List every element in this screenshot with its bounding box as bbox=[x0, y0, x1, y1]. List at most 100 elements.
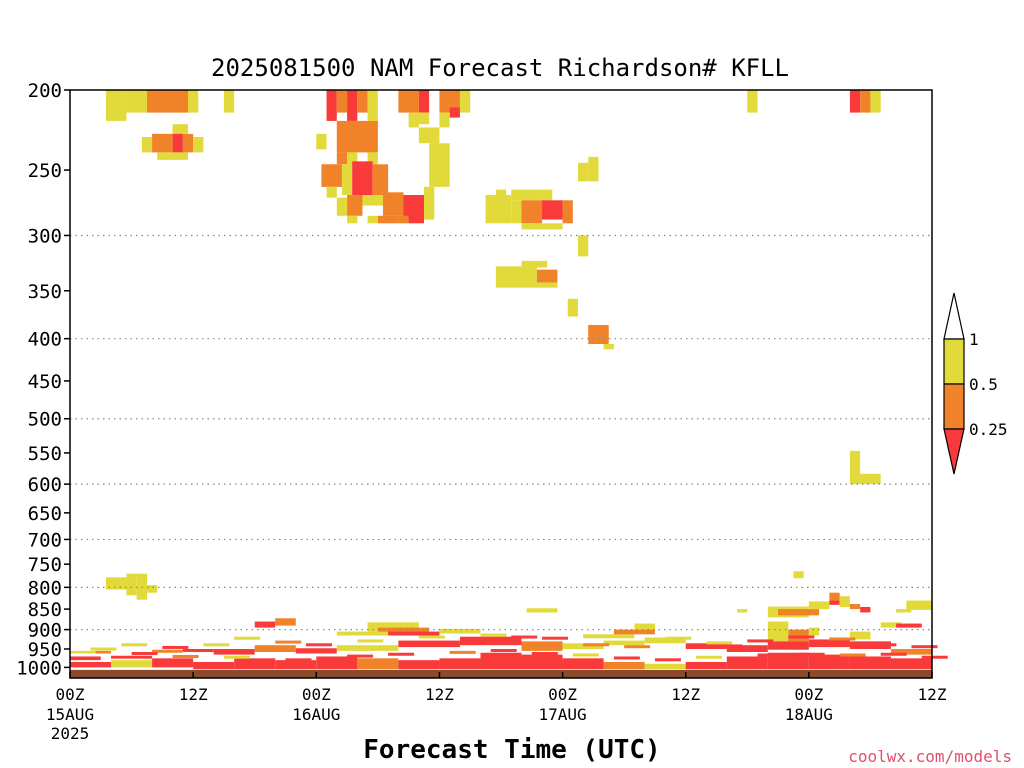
ri-cell-39 bbox=[418, 90, 430, 113]
ri-cell-143 bbox=[603, 661, 645, 670]
ri-cell-46 bbox=[459, 90, 471, 113]
ri-cell-122 bbox=[603, 640, 645, 646]
ri-cell-51 bbox=[511, 189, 522, 201]
ri-streak-38 bbox=[880, 652, 907, 656]
gridlines bbox=[70, 234, 932, 631]
ri-cell-42 bbox=[418, 127, 440, 144]
ri-cell-45 bbox=[449, 107, 460, 118]
ri-cell-27 bbox=[347, 194, 363, 216]
ri-cell-61 bbox=[577, 235, 589, 257]
ri-cell-147 bbox=[767, 652, 809, 670]
ri-cell-87 bbox=[839, 596, 850, 607]
ri-streak-9 bbox=[480, 633, 507, 637]
ri-cell-133 bbox=[193, 661, 235, 670]
ri-cell-78 bbox=[146, 585, 158, 593]
ri-cell-15 bbox=[357, 90, 368, 113]
ri-cell-69 bbox=[747, 90, 758, 113]
ri-cell-62 bbox=[495, 266, 537, 288]
ri-cell-60 bbox=[588, 156, 599, 182]
ri-cell-93 bbox=[275, 618, 296, 626]
ri-cell-21 bbox=[367, 152, 378, 165]
ri-streak-24 bbox=[223, 655, 250, 659]
ri-cell-14 bbox=[347, 90, 358, 121]
ri-cell-94 bbox=[367, 622, 419, 632]
y-tick-label-700: 700 bbox=[28, 529, 62, 551]
ri-cell-0 bbox=[105, 90, 127, 121]
ri-cell-102 bbox=[767, 621, 789, 642]
ri-cell-100 bbox=[613, 629, 655, 635]
x-axis-label: Forecast Time (UTC) bbox=[363, 735, 660, 765]
ri-cell-138 bbox=[398, 660, 440, 670]
ri-streak-36 bbox=[798, 652, 825, 656]
ri-cell-64 bbox=[536, 269, 558, 283]
ri-cell-28 bbox=[336, 197, 348, 216]
ri-cell-26 bbox=[326, 186, 337, 198]
ri-cell-18 bbox=[316, 133, 327, 150]
ri-cell-67 bbox=[588, 324, 609, 345]
ri-streak-26 bbox=[347, 654, 374, 658]
ri-streak-33 bbox=[654, 658, 681, 662]
ri-streak-29 bbox=[490, 648, 517, 652]
x-tick-label-0: 00Z bbox=[56, 685, 85, 704]
ri-streak-13 bbox=[624, 645, 651, 649]
ri-cell-115 bbox=[254, 645, 296, 653]
ground-surface bbox=[70, 669, 932, 678]
ri-streak-25 bbox=[285, 658, 312, 662]
ri-cell-2 bbox=[146, 90, 189, 113]
ri-cell-66 bbox=[567, 298, 578, 317]
ri-cell-127 bbox=[808, 639, 850, 648]
x-tick-label-3: 12Z bbox=[425, 685, 454, 704]
y-tick-label-500: 500 bbox=[28, 409, 62, 431]
ri-cell-141 bbox=[521, 654, 563, 670]
plot-frame bbox=[69, 89, 933, 679]
ri-cell-65 bbox=[536, 282, 558, 288]
ri-cell-29 bbox=[362, 194, 383, 206]
ri-cell-37 bbox=[408, 215, 425, 224]
y-tick-label-1000: 1000 bbox=[16, 657, 62, 679]
ri-cell-79 bbox=[793, 571, 804, 579]
ri-streak-7 bbox=[357, 639, 384, 643]
ri-cell-125 bbox=[726, 645, 768, 653]
legend-level-0: 1 bbox=[969, 330, 979, 349]
ri-cell-132 bbox=[152, 658, 194, 668]
ri-cell-139 bbox=[439, 658, 481, 670]
ri-cell-70 bbox=[849, 90, 861, 113]
ri-cell-124 bbox=[685, 643, 727, 649]
ri-cell-134 bbox=[234, 658, 276, 670]
ri-streak-0 bbox=[90, 647, 117, 651]
ri-cell-44 bbox=[439, 90, 460, 113]
y-axis: 200 250 300 350 400 450 500 550 600 650 700 7508008… bbox=[16, 80, 70, 679]
x-tick-label-2: 00Z bbox=[302, 685, 331, 704]
ri-cell-81 bbox=[737, 609, 748, 613]
ri-streak-35 bbox=[757, 653, 784, 657]
ri-cell-149 bbox=[849, 656, 891, 670]
ri-cell-75 bbox=[105, 577, 127, 590]
ri-cell-9 bbox=[157, 152, 189, 160]
ri-streak-12 bbox=[583, 643, 610, 647]
ri-cell-76 bbox=[126, 573, 137, 596]
ri-cell-19 bbox=[336, 152, 348, 165]
ri-cell-13 bbox=[336, 90, 348, 113]
ri-cell-117 bbox=[336, 645, 399, 651]
ri-cell-142 bbox=[562, 658, 604, 670]
ri-streak-19 bbox=[829, 637, 856, 641]
x-tick-label-4: 00Z bbox=[548, 685, 577, 704]
ri-cell-71 bbox=[860, 90, 871, 113]
y-tick-label-950: 950 bbox=[28, 639, 62, 661]
ri-streak-30 bbox=[531, 652, 558, 656]
ri-cell-91 bbox=[896, 609, 912, 613]
ri-streak-22 bbox=[131, 652, 158, 656]
ri-cell-106 bbox=[880, 622, 902, 628]
site-credit: coolwx.com/models bbox=[848, 747, 1012, 766]
ri-streak-2 bbox=[162, 645, 189, 649]
ri-cell-73 bbox=[849, 450, 861, 485]
ri-cell-30 bbox=[382, 192, 404, 216]
ri-cell-118 bbox=[398, 640, 460, 648]
ri-cell-20 bbox=[347, 152, 358, 165]
ri-cell-31 bbox=[403, 194, 425, 220]
ri-cell-123 bbox=[644, 637, 686, 644]
x-date-label-0: 15AUG bbox=[46, 705, 94, 724]
ri-cell-7 bbox=[172, 127, 183, 153]
ri-cell-96 bbox=[336, 631, 389, 636]
y-tick-label-200: 200 bbox=[28, 80, 62, 102]
